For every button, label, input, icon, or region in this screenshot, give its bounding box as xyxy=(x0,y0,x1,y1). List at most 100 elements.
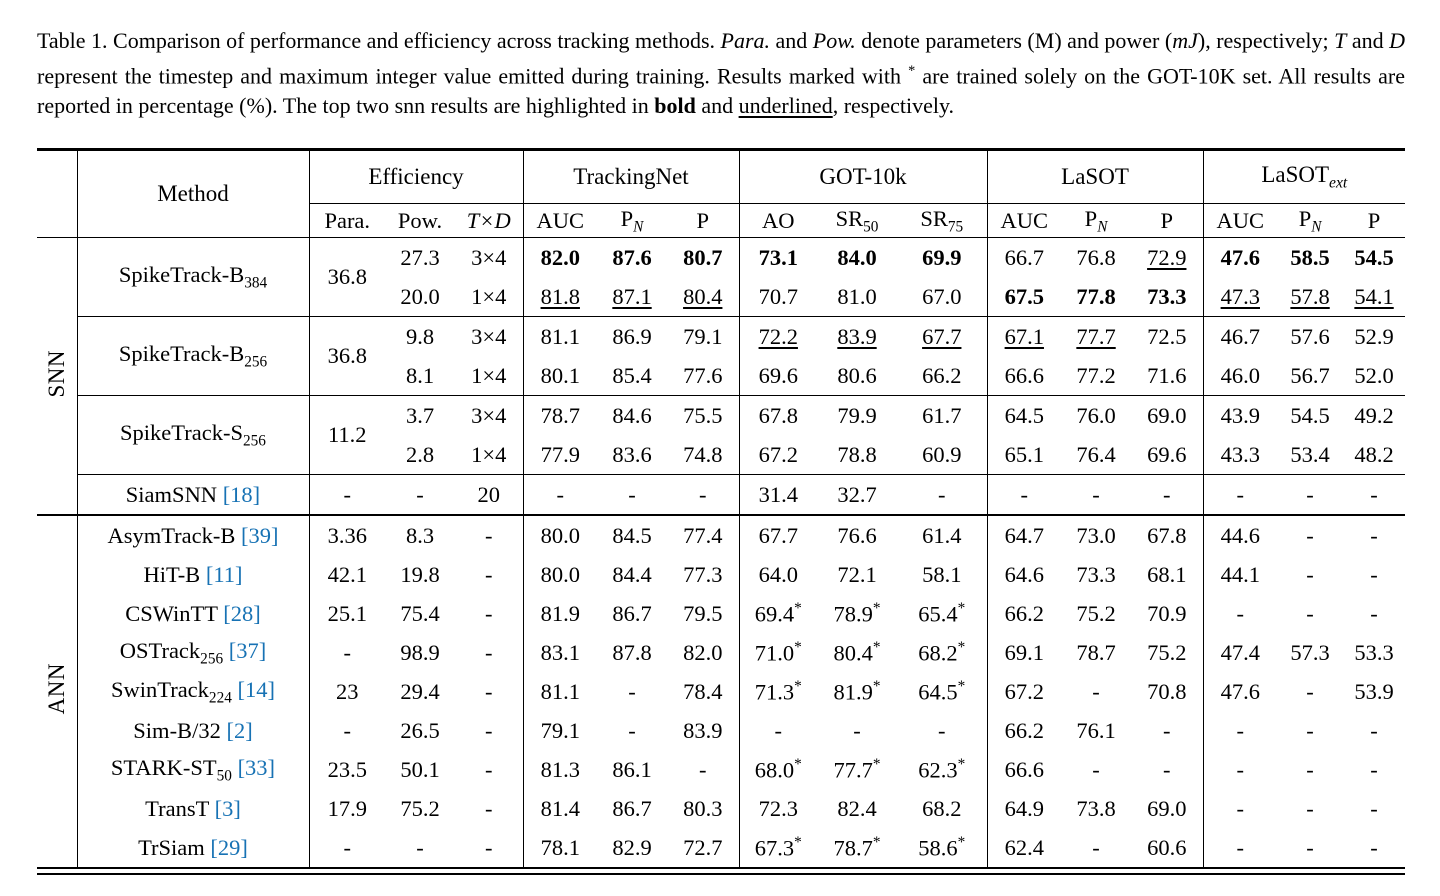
header-cell-ls-p: P xyxy=(1131,203,1204,239)
header-label: P xyxy=(1298,205,1312,231)
citation-link[interactable]: [33] xyxy=(237,754,276,780)
value-cell: 82.9 xyxy=(612,834,652,860)
value-cell: 73.8 xyxy=(1076,795,1116,821)
asterisk-marker: * xyxy=(794,834,802,852)
table-row: 20.0 1×4 81.8 87.1 80.4 70.7 81.0 67.0 67.5 77.8 7… xyxy=(37,277,1405,317)
value-cell: 83.9 xyxy=(817,316,897,357)
txd-cell: - xyxy=(455,789,524,829)
value-cell: 77.3 xyxy=(667,555,740,595)
header-label: P xyxy=(1084,205,1098,231)
value-cell: 86.7 xyxy=(612,600,652,626)
value-cell: 73.3 xyxy=(1076,561,1116,587)
value-cell: 86.7 xyxy=(612,795,652,821)
caption-segment: Para. xyxy=(720,28,771,53)
table-caption: Table 1. Comparison of performance and e… xyxy=(37,26,1405,121)
value-cell: 81.3 xyxy=(540,756,580,782)
value-cell: 32.7 xyxy=(817,474,897,516)
method-subscript: 50 xyxy=(216,767,232,785)
value-cell: 67.0 xyxy=(897,277,988,317)
value-cell: 84.4 xyxy=(612,561,652,587)
value-cell: 67.7 xyxy=(739,514,817,556)
header-cell-le-auc: AUC xyxy=(1203,203,1278,239)
value-cell: 84.6 xyxy=(597,395,667,436)
value-cell: 73.3 xyxy=(1131,277,1204,317)
para-cell: 23.5 xyxy=(327,756,367,782)
value-cell: 67.3* xyxy=(754,834,802,861)
asterisk-marker: * xyxy=(794,756,802,774)
value-cell: - xyxy=(1306,756,1314,782)
value-cell: 83.6 xyxy=(612,441,652,467)
caption-segment: represent the timestep and maximum integ… xyxy=(37,63,909,89)
value-cell: 58.6* xyxy=(897,828,988,869)
caption-segment: , respectively. xyxy=(832,93,955,119)
table-header: Method Efficiency TrackingNet GOT-10k La… xyxy=(37,149,1406,239)
value-cell: 58.1 xyxy=(897,555,988,595)
value-cell: 77.2 xyxy=(1076,362,1116,388)
value-cell: - xyxy=(628,678,636,704)
caption-segment: D xyxy=(1389,28,1406,53)
value-cell: - xyxy=(853,717,861,743)
value-cell: 56.7 xyxy=(1290,362,1330,388)
value-cell: 53.3 xyxy=(1354,639,1394,665)
header-cell-le-pn: PN xyxy=(1277,203,1344,239)
value-cell: - xyxy=(1343,514,1406,556)
caption-segment: * xyxy=(908,63,916,79)
method-cell: CSWinTT [28] xyxy=(77,594,310,634)
header-cell-got-sr75: SR75 xyxy=(897,203,988,239)
asterisk-marker: * xyxy=(872,639,881,657)
value-cell: 60.9 xyxy=(897,435,988,475)
value-cell: 75.2 xyxy=(1076,600,1116,626)
pow-cell: 29.4 xyxy=(400,678,440,704)
value-cell: 80.6 xyxy=(837,362,877,388)
value-cell: 64.9 xyxy=(1004,795,1044,821)
value-cell: 64.7 xyxy=(987,514,1062,556)
citation-link[interactable]: [14] xyxy=(237,676,276,702)
section-label-text: SNN xyxy=(43,349,69,398)
table-row: TransT [3] 17.9 75.2-81.4 86.7 80.3 72.3 82.4 6… xyxy=(37,789,1405,829)
caption-segment: and xyxy=(770,28,813,53)
citation-link[interactable]: [11] xyxy=(205,561,243,587)
value-cell: 80.1 xyxy=(540,362,580,388)
value-cell: 86.9 xyxy=(597,316,667,357)
value-cell: 65.1 xyxy=(1004,441,1044,467)
table-row: TrSiam [29] - - -78.1 82.9 72.7 67.3* 78.7* 58.6… xyxy=(37,828,1405,869)
table-row: SiamSNN [18] - -20- - -31.4 32.7- - - - - - - xyxy=(37,474,1406,516)
value-cell: 81.8 xyxy=(540,283,580,309)
asterisk-marker: * xyxy=(957,600,966,618)
value-cell: 79.1 xyxy=(540,717,580,743)
pow-cell: 19.8 xyxy=(400,561,440,587)
citation-link[interactable]: [18] xyxy=(222,481,261,507)
table-1: Method Efficiency TrackingNet GOT-10k La… xyxy=(37,148,1406,875)
pow-cell: 2.8 xyxy=(405,441,435,467)
asterisk-marker: * xyxy=(957,639,966,657)
value-cell: 64.0 xyxy=(758,561,798,587)
table-row: SpikeTrack-B256 36.8 9.8 3×4 81.1 86.9 79.1 72.… xyxy=(37,316,1406,396)
citation-link[interactable]: [29] xyxy=(210,834,248,860)
value-cell: 68.2 xyxy=(897,789,988,829)
pow-cell: 3.7 xyxy=(385,395,455,436)
value-cell: - xyxy=(1370,561,1378,587)
para-cell: - xyxy=(343,834,352,860)
value-cell: 78.7* xyxy=(833,834,881,861)
citation-link[interactable]: [2] xyxy=(226,717,253,743)
value-cell: 69.1 xyxy=(1004,639,1044,665)
citation-link[interactable]: [28] xyxy=(223,600,261,626)
pow-cell: 20.0 xyxy=(400,283,440,309)
header-cell-le-p: P xyxy=(1343,203,1406,239)
citation-link[interactable]: [3] xyxy=(214,795,241,821)
value-cell: 67.1 xyxy=(987,316,1062,357)
table-row: 8.1 1×4 80.1 85.4 77.6 69.6 80.6 66.2 66.6 77.2 71… xyxy=(37,356,1405,396)
pow-cell: - xyxy=(385,474,455,516)
value-cell: 52.0 xyxy=(1354,362,1394,388)
citation-link[interactable]: [37] xyxy=(228,637,267,663)
value-cell: 68.0* xyxy=(754,756,802,783)
value-cell: 71.3* xyxy=(754,678,802,705)
value-cell: 66.6 xyxy=(1004,362,1044,388)
value-cell: 80.0 xyxy=(523,514,597,556)
caption-segment: are trained solely on the GOT-10K set. A… xyxy=(37,63,1405,119)
value-cell: 52.9 xyxy=(1343,316,1406,357)
value-cell: - xyxy=(1131,474,1204,516)
header-cell-tn-p: P xyxy=(667,203,740,239)
citation-link[interactable]: [39] xyxy=(241,522,279,548)
value-cell: 83.1 xyxy=(540,639,580,665)
